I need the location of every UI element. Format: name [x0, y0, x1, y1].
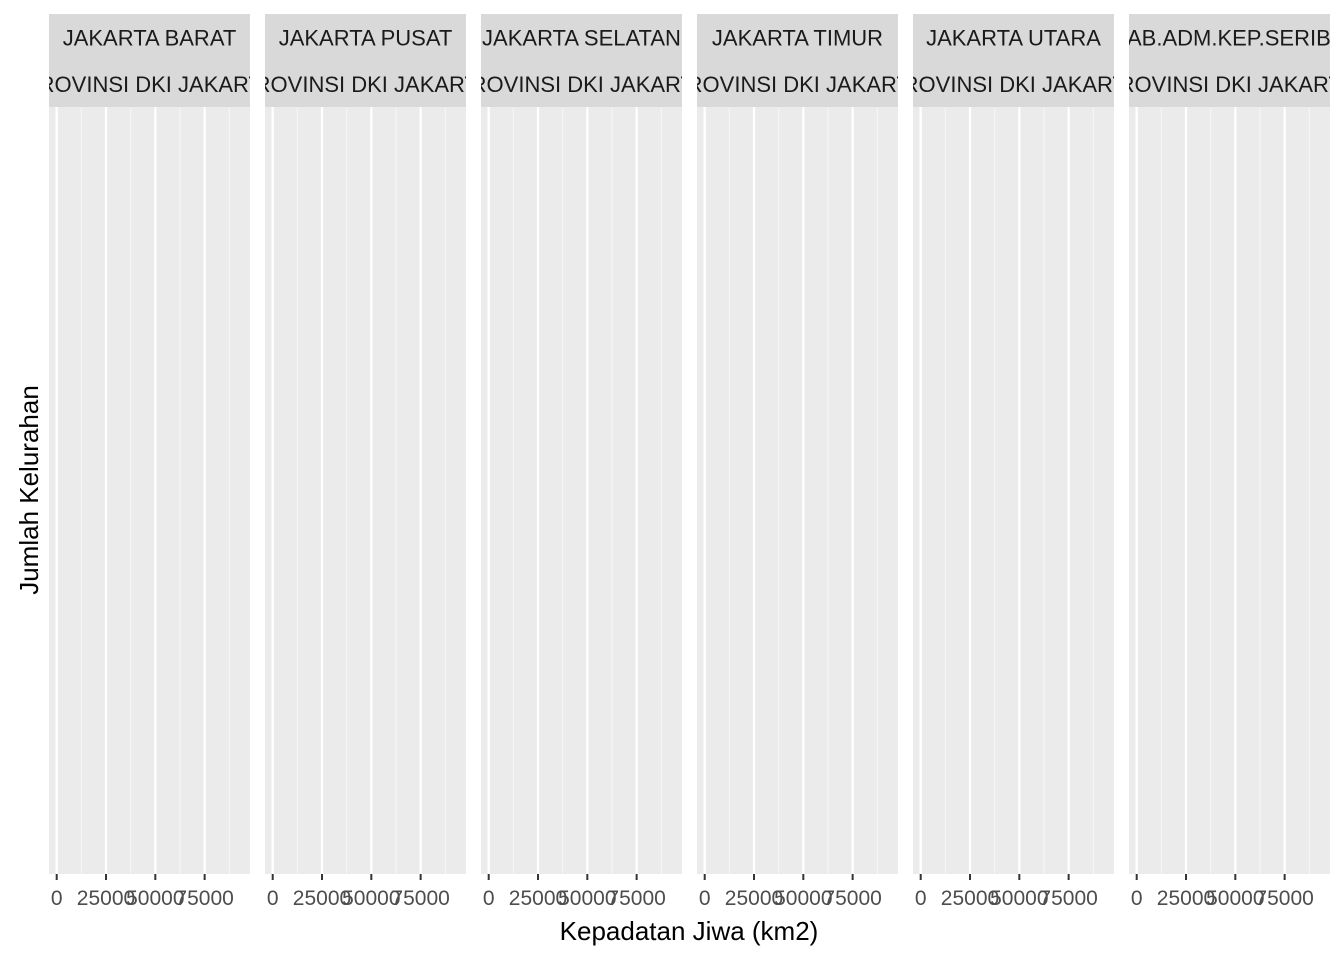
x-tick-label: 50000: [774, 887, 832, 910]
facet-row-label: PROVINSI DKI JAKARTA: [888, 72, 1139, 97]
x-tick-label: 25000: [77, 887, 135, 910]
facet-col-strip: [49, 14, 250, 61]
facet-row-strip: [1129, 61, 1330, 107]
facet-row-strip: [49, 61, 250, 107]
facet-col-strip: [481, 14, 682, 61]
plot-panel-background: [1129, 107, 1330, 874]
x-tick-label: 25000: [725, 887, 783, 910]
facet-panel: JAKARTA TIMUR PROVINSI DKI JAKARTA 0 250005…: [672, 14, 923, 910]
facet-row-label: PROVINSI DKI JAKARTA: [672, 72, 923, 97]
facet-row-label: PROVINSI DKI JAKARTA: [1104, 72, 1344, 97]
x-tick-label: 0: [267, 887, 279, 910]
x-tick-label: 75000: [823, 887, 881, 910]
x-tick-label: 50000: [990, 887, 1048, 910]
plot-panel-background: [265, 107, 466, 874]
plot-panel-background: [49, 107, 250, 874]
plot-panel-background: [697, 107, 898, 874]
facet-panel: JAKARTA BARAT PROVINSI DKI JAKARTA 0 250005…: [24, 14, 275, 910]
facet-row-label: PROVINSI DKI JAKARTA: [456, 72, 707, 97]
facet-row-strip: [697, 61, 898, 107]
y-axis-title: Jumlah Kelurahan: [14, 385, 44, 595]
plot-panel-background: [913, 107, 1114, 874]
facet-row-strip: [913, 61, 1114, 107]
x-tick-label: 25000: [941, 887, 999, 910]
x-tick-label: 0: [483, 887, 495, 910]
x-tick-label: 75000: [1255, 887, 1313, 910]
plot-panel-background: [481, 107, 682, 874]
x-tick-label: 50000: [558, 887, 616, 910]
facet-col-label: JAKARTA SELATAN: [482, 26, 681, 51]
facet-row-label: PROVINSI DKI JAKARTA: [24, 72, 275, 97]
x-tick-label: 50000: [1206, 887, 1264, 910]
x-tick-label: 0: [51, 887, 63, 910]
x-tick-label: 75000: [1039, 887, 1097, 910]
x-tick-label: 0: [699, 887, 711, 910]
x-tick-label: 50000: [342, 887, 400, 910]
x-tick-label: 0: [1131, 887, 1143, 910]
facet-panel: KAB.ADM.KEP.SERIBU PROVINSI DKI JAKARTA 0 2…: [1104, 14, 1344, 910]
facet-col-strip: [697, 14, 898, 61]
x-tick-label: 75000: [391, 887, 449, 910]
facet-col-strip: [913, 14, 1114, 61]
facet-row-label: PROVINSI DKI JAKARTA: [240, 72, 491, 97]
x-tick-label: 50000: [126, 887, 184, 910]
facet-col-label: JAKARTA BARAT: [63, 26, 237, 51]
x-tick-label: 75000: [175, 887, 233, 910]
x-tick-label: 25000: [293, 887, 351, 910]
x-tick-label: 25000: [1157, 887, 1215, 910]
facet-col-label: JAKARTA TIMUR: [712, 26, 883, 51]
facet-row-strip: [481, 61, 682, 107]
facet-panel: JAKARTA PUSAT PROVINSI DKI JAKARTA 0 250005…: [240, 14, 491, 910]
x-axis-title: Kepadatan Jiwa (km2): [560, 916, 819, 946]
facet-col-label: JAKARTA UTARA: [926, 26, 1101, 51]
facet-col-strip: [265, 14, 466, 61]
facet-row-strip: [265, 61, 466, 107]
x-tick-label: 75000: [607, 887, 665, 910]
facet-col-strip: [1129, 14, 1330, 61]
facet-panel: JAKARTA SELATAN PROVINSI DKI JAKARTA 0 2500…: [456, 14, 707, 910]
facet-col-label: JAKARTA PUSAT: [279, 26, 453, 51]
facet-col-label: KAB.ADM.KEP.SERIBU: [1112, 26, 1344, 51]
x-tick-label: 25000: [509, 887, 567, 910]
x-tick-label: 0: [915, 887, 927, 910]
facet-panel: JAKARTA UTARA PROVINSI DKI JAKARTA 0 250005…: [888, 14, 1139, 910]
